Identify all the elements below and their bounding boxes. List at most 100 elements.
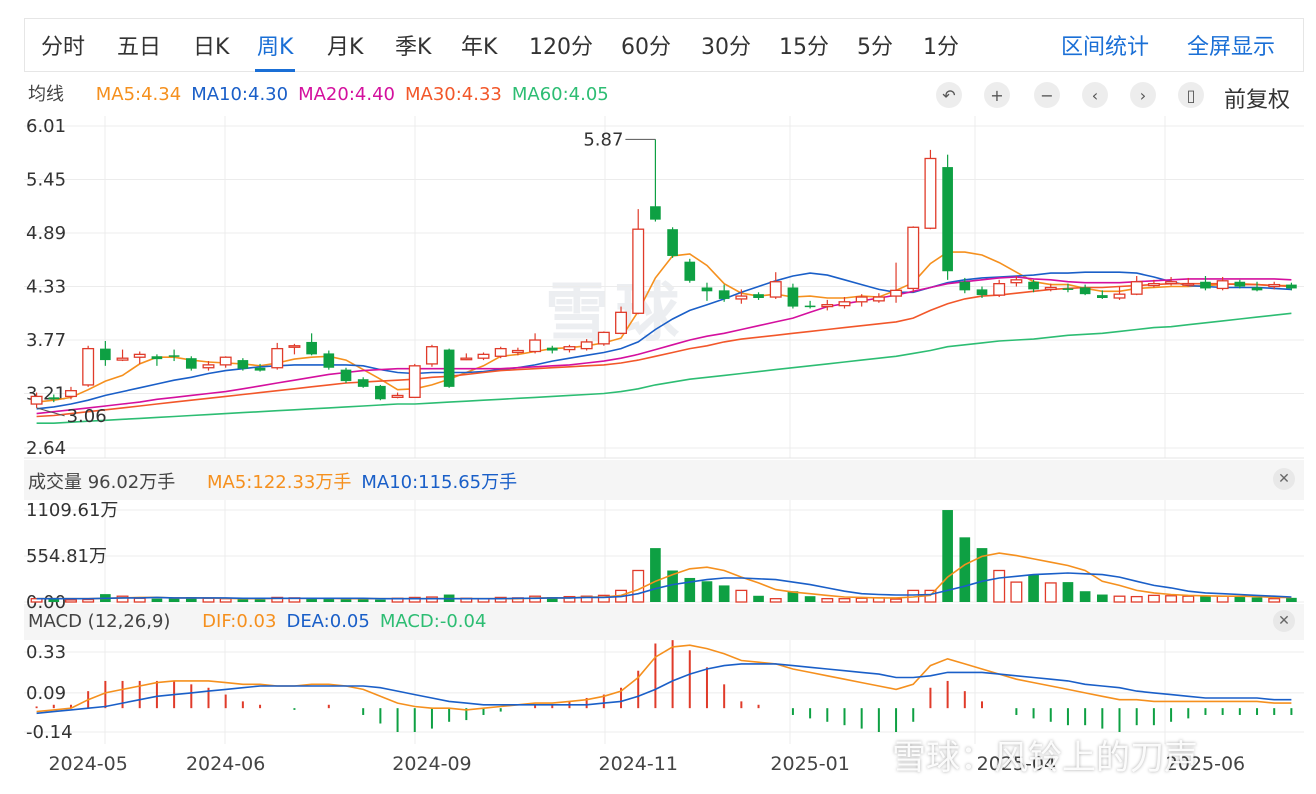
volume-bar: [597, 594, 610, 603]
price-tick-label: 6.01: [26, 116, 66, 137]
macd-tick-label: 0.09: [26, 683, 66, 704]
volume-bar: [787, 591, 799, 602]
candle-body: [718, 290, 730, 299]
volume-legend-title: 成交量 96.02万手: [28, 472, 176, 493]
volume-bar: [1028, 574, 1039, 602]
candle-body: [529, 339, 542, 353]
candle-body: [563, 346, 576, 351]
candle-body: [254, 367, 266, 371]
volume-bar: [306, 598, 317, 602]
period-tab-bar: 分时 五日 日K 周K 月K 季K 年K 120分 60分 30分 15分 5分 1分 区间统计 全屏显示: [24, 18, 1304, 72]
candle-body: [1268, 283, 1281, 288]
volume-bar: [580, 595, 593, 603]
chevron-left-icon[interactable]: ‹: [1082, 82, 1108, 108]
vol-legend-item-1: MA10:115.65万手: [361, 472, 518, 493]
ma-legend: 均线 MA5:4.34 MA10:4.30 MA20:4.40 MA30:4.33 MA…: [28, 80, 629, 106]
tab-12[interactable]: 1分: [923, 35, 959, 60]
date-label: 2024-09: [392, 753, 471, 775]
volume-bar: [959, 537, 971, 602]
watermark-logo: 雪球: [545, 277, 685, 351]
chevron-right-icon[interactable]: ›: [1130, 82, 1156, 108]
volume-bar: [1200, 596, 1211, 602]
volume-bar: [151, 598, 163, 602]
candle-body: [650, 206, 661, 220]
fullscreen-button[interactable]: 全屏显示: [1187, 35, 1276, 60]
volume-bar: [993, 569, 1006, 603]
tab-0[interactable]: 分时: [41, 35, 86, 60]
candle-body: [838, 301, 851, 307]
price-tick-label: 4.89: [26, 223, 66, 244]
tab-9[interactable]: 30分: [701, 35, 751, 60]
tab-10[interactable]: 15分: [779, 35, 829, 60]
candle-body: [443, 349, 455, 387]
candle-body: [701, 287, 713, 292]
volume-bar: [323, 598, 335, 602]
candle-body: [804, 305, 816, 308]
credit-watermark: 雪球：风铃上的刀声: [892, 738, 1198, 778]
candle-body: [597, 331, 610, 345]
candle-body: [477, 353, 490, 359]
tab-6[interactable]: 年K: [461, 35, 498, 60]
candle-body: [168, 355, 180, 357]
candle-body: [271, 347, 284, 369]
ma-legend-item-1: MA10:4.30: [191, 84, 289, 105]
tab-7[interactable]: 120分: [529, 35, 593, 60]
macd-tick-label: -0.14: [26, 722, 73, 743]
candle-body: [924, 157, 937, 229]
price-tick-label: 2.64: [26, 438, 66, 459]
volume-bar: [718, 585, 730, 602]
volume-bar: [1044, 582, 1057, 603]
candle-body: [684, 261, 696, 281]
macd-line-dif: [36, 644, 1292, 713]
ma-line-ma20: [36, 276, 1292, 415]
tab-8[interactable]: 60分: [621, 35, 671, 60]
candle-body: [237, 360, 249, 369]
candle-body: [425, 346, 438, 365]
volume-bar: [271, 596, 284, 603]
volume-bar: [1286, 597, 1297, 602]
price-tick-label: 3.77: [26, 330, 66, 351]
candle-body: [323, 353, 335, 368]
tab-3[interactable]: 周K: [254, 29, 296, 72]
tab-5[interactable]: 季K: [395, 35, 432, 60]
candle-body: [1010, 279, 1023, 284]
tab-11[interactable]: 5分: [857, 35, 893, 60]
volume-header: [24, 460, 1304, 500]
candle-body: [615, 311, 628, 334]
date-label: 2025-04: [977, 753, 1056, 775]
volume-bar: [942, 510, 953, 602]
macd-tick-label: 0.33: [26, 642, 66, 663]
volume-bar: [1165, 595, 1178, 603]
undo-icon[interactable]: ↶: [936, 82, 962, 108]
volume-bar: [667, 570, 678, 602]
candle-icon[interactable]: ▯: [1178, 82, 1204, 108]
plus-icon[interactable]: +: [984, 82, 1010, 108]
volume-bar: [563, 595, 576, 603]
fq-selector[interactable]: 前复权: [1224, 88, 1291, 113]
candle-body: [580, 341, 593, 350]
volume-bar: [185, 597, 197, 602]
volume-bar: [375, 599, 386, 602]
volume-bar: [546, 597, 558, 602]
volume-bar: [1079, 591, 1091, 602]
volume-bar: [133, 597, 146, 603]
candle-body: [1130, 281, 1143, 295]
volume-close-icon[interactable]: ✕: [1273, 468, 1295, 490]
volume-bar: [684, 577, 696, 602]
volume-bar: [855, 597, 868, 603]
volume-bar: [64, 599, 77, 603]
tab-4[interactable]: 月K: [327, 35, 364, 60]
volume-bar: [48, 599, 60, 602]
candle-body: [872, 296, 885, 302]
tab-2[interactable]: 日K: [193, 35, 230, 60]
volume-bar: [254, 599, 266, 602]
volume-bar: [838, 598, 851, 603]
vol-legend-item-0: MA5:122.33万手: [207, 472, 352, 493]
candle-body: [1234, 281, 1246, 287]
tab-1[interactable]: 五日: [117, 35, 162, 60]
range-stats-button[interactable]: 区间统计: [1061, 35, 1150, 60]
macd-close-icon[interactable]: ✕: [1273, 610, 1295, 632]
minus-icon[interactable]: −: [1034, 82, 1060, 108]
candle-body: [632, 228, 645, 314]
